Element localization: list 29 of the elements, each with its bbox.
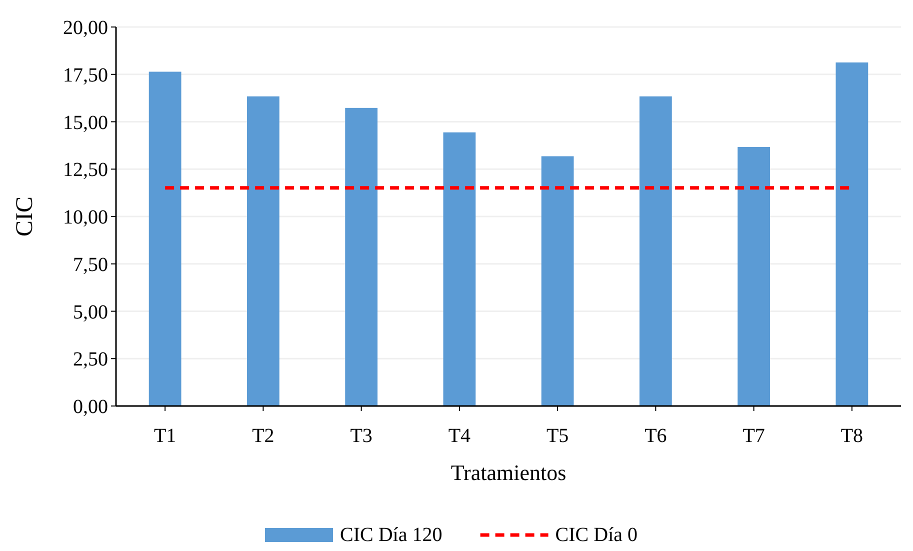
- x-tick-label: T5: [546, 425, 569, 447]
- y-axis-title: CIC: [12, 196, 38, 237]
- bar: [345, 108, 378, 406]
- x-tick-label: T7: [742, 425, 765, 447]
- bar: [738, 146, 770, 406]
- y-tick-label: 17,50: [63, 64, 108, 86]
- y-tick-label: 10,00: [63, 206, 108, 228]
- x-axis-title: Tratamientos: [450, 460, 566, 485]
- x-tick-label: T1: [154, 425, 176, 447]
- x-tick-label: T4: [448, 425, 471, 447]
- bar: [639, 96, 672, 406]
- bar: [246, 96, 280, 406]
- legend-label: CIC Día 120: [340, 524, 442, 546]
- bar: [541, 156, 574, 406]
- y-tick-label: 20,00: [63, 17, 108, 39]
- y-tick-label: 2,50: [73, 348, 108, 371]
- x-tick-label: T8: [840, 425, 864, 447]
- x-tick-label: T3: [350, 425, 372, 447]
- bar: [836, 62, 868, 406]
- x-tick-label: T6: [644, 425, 667, 447]
- bar: [148, 72, 182, 406]
- y-tick-label: 7,50: [73, 254, 108, 276]
- y-tick-label: 12,50: [63, 159, 108, 182]
- y-tick-label: 0,00: [73, 396, 108, 418]
- bar: [443, 132, 476, 406]
- y-tick-label: 5,00: [73, 301, 108, 324]
- legend-label: CIC Día 0: [555, 524, 638, 546]
- y-tick-label: 15,00: [63, 112, 108, 134]
- x-tick-label: T2: [252, 425, 274, 447]
